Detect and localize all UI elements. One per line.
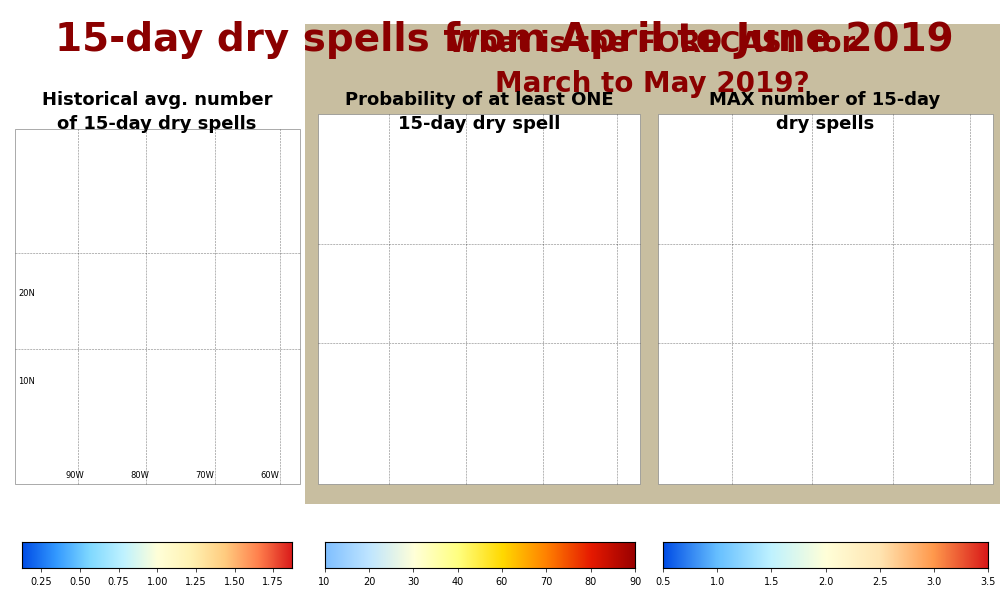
FancyBboxPatch shape: [10, 24, 300, 504]
FancyBboxPatch shape: [305, 24, 1000, 504]
Text: 70W: 70W: [196, 471, 215, 480]
Text: 60W: 60W: [260, 471, 279, 480]
FancyBboxPatch shape: [658, 114, 993, 484]
FancyBboxPatch shape: [318, 114, 640, 484]
Text: 90W: 90W: [66, 471, 85, 480]
FancyBboxPatch shape: [15, 129, 300, 484]
Text: Historical avg. number
of 15-day dry spells: Historical avg. number of 15-day dry spe…: [41, 91, 272, 133]
Text: 15-day dry spells from April to June 2019: 15-day dry spells from April to June 201…: [54, 21, 954, 59]
Text: 80W: 80W: [131, 471, 149, 480]
Text: 10N: 10N: [18, 378, 35, 387]
Text: What is the FORECAST for
March to May 2019?: What is the FORECAST for March to May 20…: [449, 31, 856, 97]
Text: Probability of at least ONE
15-day dry spell: Probability of at least ONE 15-day dry s…: [345, 91, 613, 133]
Text: 20N: 20N: [18, 289, 35, 299]
Text: MAX number of 15-day
dry spells: MAX number of 15-day dry spells: [710, 91, 940, 133]
